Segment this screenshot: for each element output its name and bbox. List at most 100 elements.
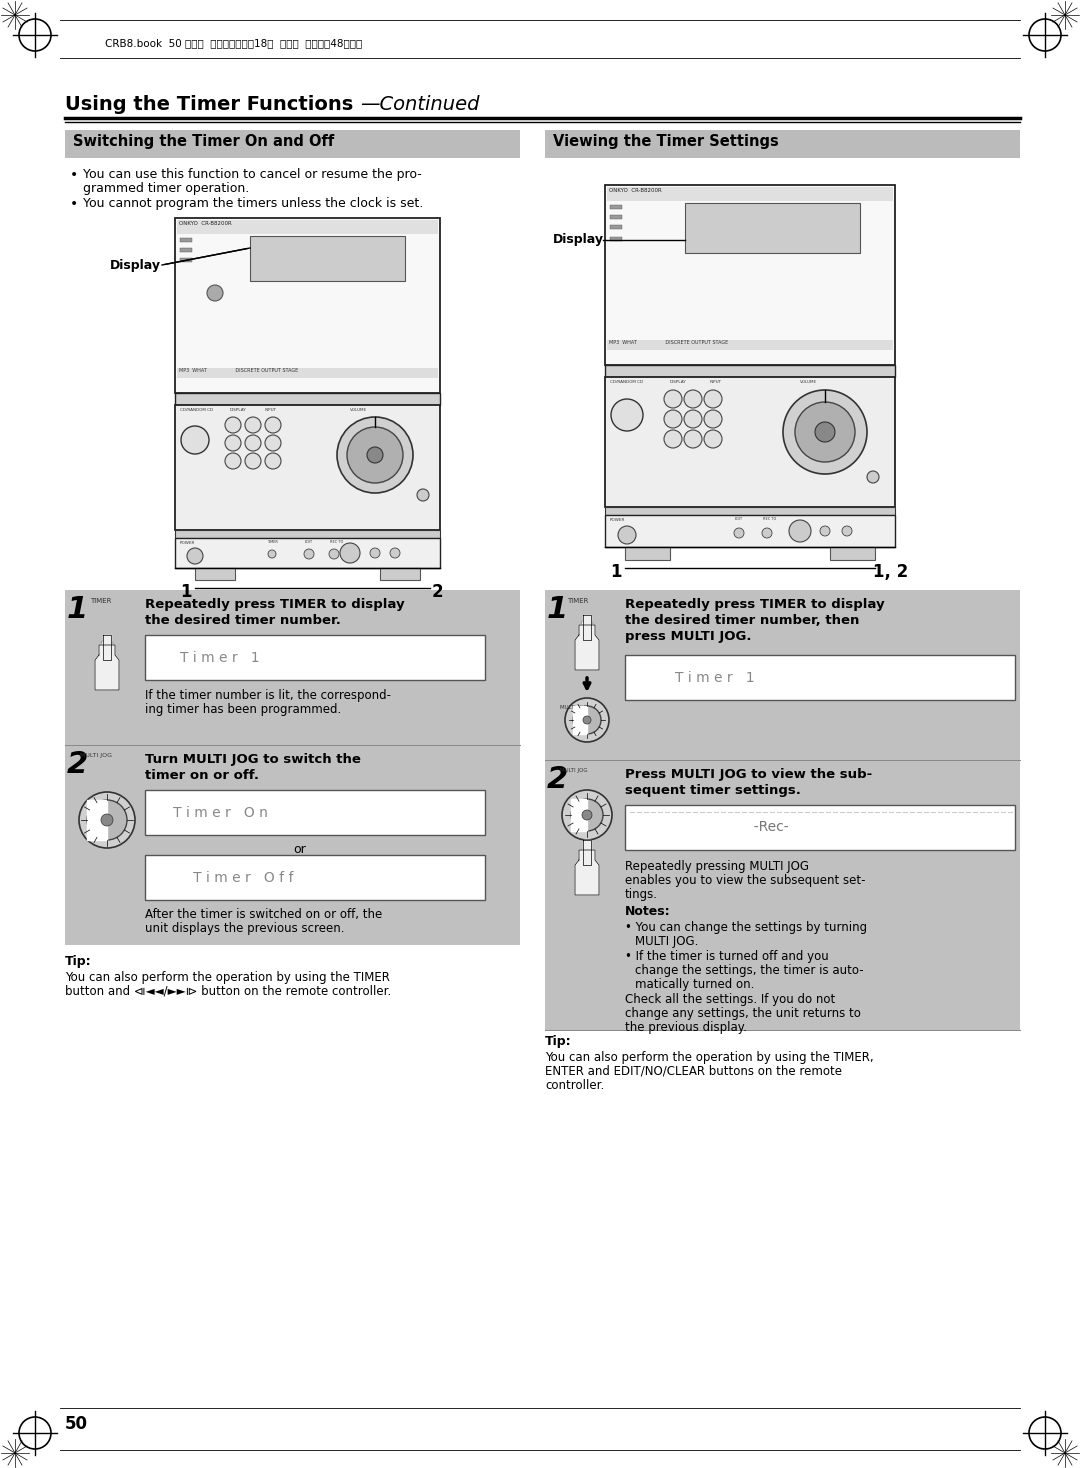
Polygon shape (103, 636, 111, 661)
Text: MP3  WHAT                   DISCRETE OUTPUT STAGE: MP3 WHAT DISCRETE OUTPUT STAGE (609, 341, 728, 345)
Circle shape (181, 426, 210, 454)
Bar (145, 854, 485, 900)
Circle shape (664, 410, 681, 429)
Text: If the timer number is lit, the correspond-: If the timer number is lit, the correspo… (145, 688, 391, 702)
Text: After the timer is switched on or off, the: After the timer is switched on or off, t… (145, 909, 382, 920)
Text: tings.: tings. (625, 888, 658, 901)
Bar (685, 203, 860, 252)
Text: INPUT: INPUT (265, 408, 278, 413)
Text: MULTI JOG: MULTI JOG (80, 753, 112, 757)
Bar (607, 186, 893, 201)
Circle shape (265, 435, 281, 451)
Polygon shape (573, 706, 588, 734)
Text: T i m e r   O f f: T i m e r O f f (180, 871, 294, 885)
Bar (195, 568, 235, 580)
Text: TIMER: TIMER (90, 597, 111, 603)
Bar (180, 238, 192, 242)
Text: MULTI JOG: MULTI JOG (561, 705, 588, 711)
Text: DISPLAY: DISPLAY (670, 380, 687, 385)
Bar (175, 219, 440, 393)
Polygon shape (583, 615, 591, 640)
Text: ONKYO  CR-B8200R: ONKYO CR-B8200R (609, 188, 662, 192)
Circle shape (789, 520, 811, 542)
Polygon shape (575, 625, 599, 669)
Bar (145, 790, 485, 835)
Text: •: • (70, 167, 78, 182)
Circle shape (684, 430, 702, 448)
Bar (607, 341, 893, 349)
Text: Display: Display (553, 233, 604, 247)
Text: TIMER: TIMER (567, 597, 589, 603)
Bar (610, 206, 622, 208)
Text: T i m e r   O n: T i m e r O n (160, 806, 268, 821)
Bar (831, 548, 875, 559)
Text: REC TO: REC TO (762, 517, 777, 521)
Circle shape (762, 528, 772, 537)
Text: Repeatedly press TIMER to display: Repeatedly press TIMER to display (145, 597, 405, 611)
Circle shape (684, 410, 702, 429)
Bar (625, 804, 1015, 850)
Text: Using the Timer Functions: Using the Timer Functions (65, 95, 353, 115)
Circle shape (573, 706, 600, 734)
Text: Display: Display (110, 258, 161, 272)
Polygon shape (575, 850, 599, 895)
Circle shape (337, 417, 413, 493)
Bar (145, 636, 485, 680)
Bar (175, 537, 440, 568)
Circle shape (664, 430, 681, 448)
Bar (625, 548, 670, 559)
Circle shape (664, 390, 681, 408)
Circle shape (265, 454, 281, 468)
Bar (65, 744, 519, 945)
Text: MULTI JOG: MULTI JOG (561, 768, 588, 774)
Circle shape (87, 800, 127, 840)
Circle shape (562, 790, 612, 840)
Circle shape (611, 399, 643, 432)
Text: Switching the Timer On and Off: Switching the Timer On and Off (73, 134, 334, 148)
Text: 2: 2 (67, 750, 89, 780)
Bar (605, 366, 895, 377)
Text: button and ⧏◄◄/►►⧐ button on the remote controller.: button and ⧏◄◄/►►⧐ button on the remote … (65, 985, 391, 998)
Text: grammed timer operation.: grammed timer operation. (83, 182, 249, 195)
Text: the desired timer number, then: the desired timer number, then (625, 614, 860, 627)
Bar (249, 236, 405, 280)
Bar (545, 590, 1020, 760)
Text: VOLUME: VOLUME (350, 408, 367, 413)
Text: You cannot program the timers unless the clock is set.: You cannot program the timers unless the… (83, 197, 423, 210)
Text: change the settings, the timer is auto-: change the settings, the timer is auto- (635, 964, 864, 978)
Bar (610, 225, 622, 229)
Bar (175, 405, 440, 530)
Text: the desired timer number.: the desired timer number. (145, 614, 341, 627)
Text: 1: 1 (610, 564, 621, 581)
Circle shape (329, 549, 339, 559)
Text: Check all the settings. If you do not: Check all the settings. If you do not (625, 992, 835, 1006)
Text: 1, 2: 1, 2 (873, 564, 908, 581)
Polygon shape (583, 840, 591, 865)
Circle shape (815, 421, 835, 442)
Text: unit displays the previous screen.: unit displays the previous screen. (145, 922, 345, 935)
Circle shape (225, 417, 241, 433)
Bar (180, 248, 192, 252)
Bar (180, 258, 192, 261)
Bar (177, 368, 438, 377)
Text: EDIT: EDIT (735, 517, 743, 521)
Text: controller.: controller. (545, 1079, 604, 1092)
Text: REC TO: REC TO (330, 540, 343, 545)
Text: • If the timer is turned off and you: • If the timer is turned off and you (625, 950, 828, 963)
Circle shape (783, 390, 867, 474)
Circle shape (303, 549, 314, 559)
Circle shape (571, 799, 603, 831)
Bar (175, 393, 440, 405)
Text: T i m e r   1: T i m e r 1 (180, 650, 259, 665)
Text: 1: 1 (67, 595, 89, 624)
Bar (610, 236, 622, 241)
Text: 50: 50 (65, 1415, 87, 1433)
Circle shape (795, 402, 855, 462)
Circle shape (245, 435, 261, 451)
Text: ENTER and EDIT/NO/CLEAR buttons on the remote: ENTER and EDIT/NO/CLEAR buttons on the r… (545, 1064, 842, 1078)
Text: ing timer has been programmed.: ing timer has been programmed. (145, 703, 341, 716)
Circle shape (704, 390, 723, 408)
Text: Viewing the Timer Settings: Viewing the Timer Settings (553, 134, 779, 148)
Text: Turn MULTI JOG to switch the: Turn MULTI JOG to switch the (145, 753, 361, 766)
Text: enables you to view the subsequent set-: enables you to view the subsequent set- (625, 873, 865, 887)
